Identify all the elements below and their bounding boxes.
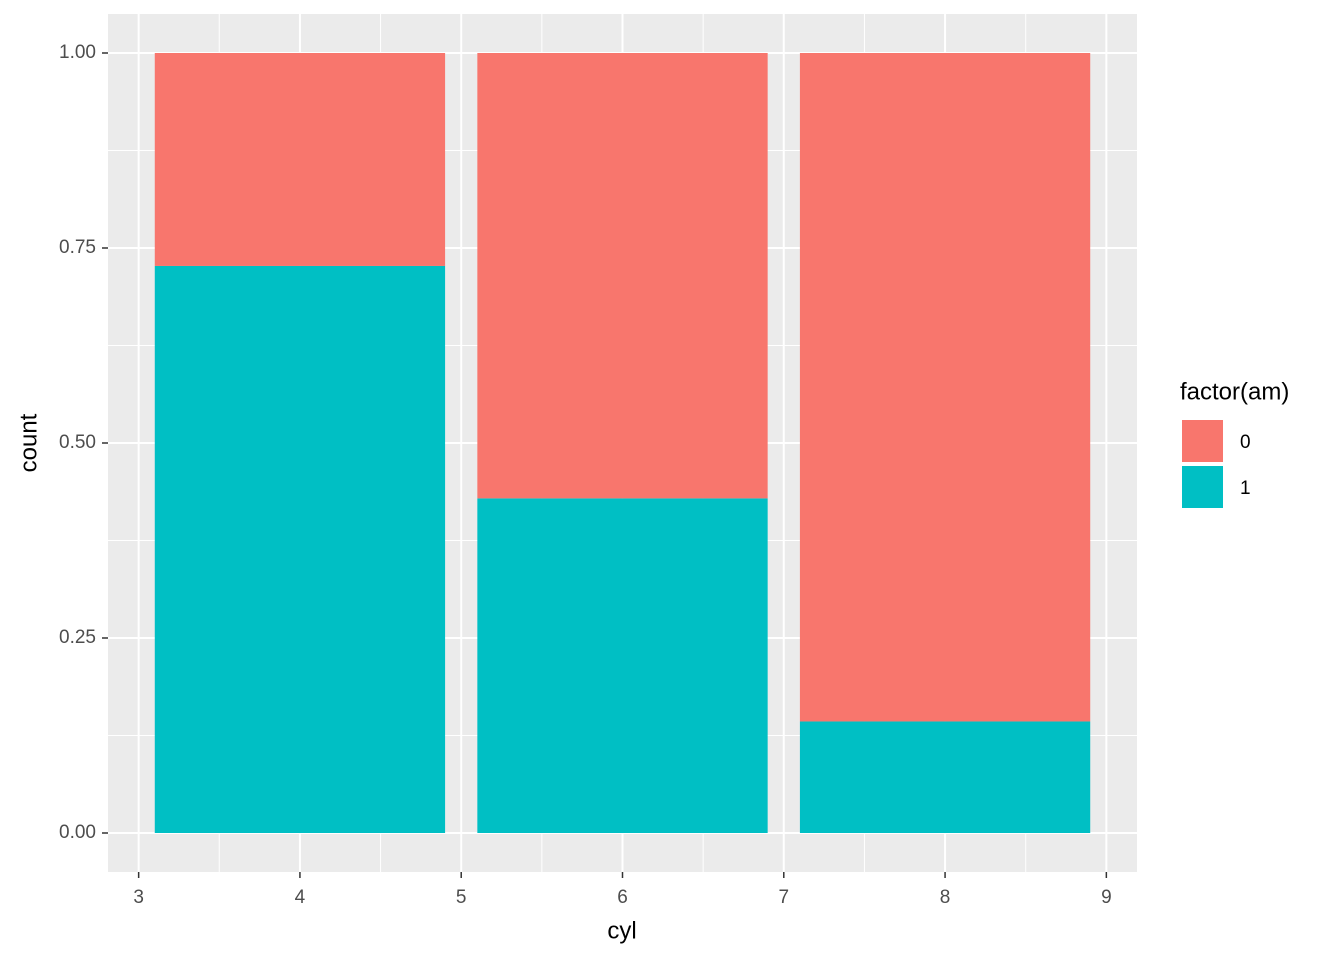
- y-tick-label: 0.25: [59, 627, 96, 648]
- y-axis-title: count: [15, 413, 42, 472]
- legend-label: 0: [1240, 432, 1251, 453]
- x-tick-label: 8: [940, 887, 951, 908]
- x-tick-label: 5: [456, 887, 467, 908]
- y-tick-label: 1.00: [59, 42, 96, 63]
- bar: [154, 53, 446, 266]
- legend-label: 1: [1240, 478, 1251, 499]
- bar: [154, 265, 446, 833]
- y-tick-label: 0.75: [59, 237, 96, 258]
- bar: [477, 53, 768, 499]
- legend-title: factor(am): [1180, 378, 1289, 405]
- y-tick-label: 0.50: [59, 432, 96, 453]
- x-tick-label: 6: [617, 887, 628, 908]
- legend-key: [1182, 466, 1223, 508]
- x-tick-label: 3: [133, 887, 144, 908]
- bar: [799, 53, 1091, 722]
- x-axis-title: cyl: [607, 917, 636, 944]
- x-tick-label: 4: [295, 887, 306, 908]
- legend-key: [1182, 420, 1223, 462]
- x-tick-label: 9: [1101, 887, 1112, 908]
- bar: [799, 721, 1091, 833]
- x-tick-label: 7: [778, 887, 789, 908]
- bar: [477, 498, 768, 833]
- y-tick-label: 0.00: [59, 822, 96, 843]
